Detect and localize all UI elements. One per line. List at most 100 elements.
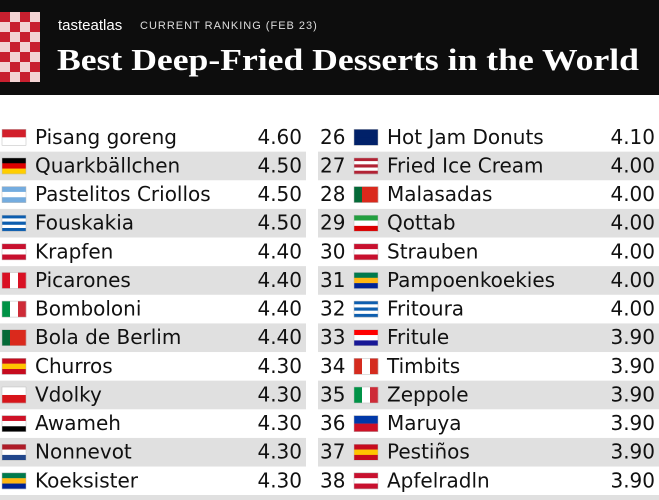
flag-stripe	[2, 243, 26, 250]
flag-border	[353, 300, 379, 318]
flag-stripe	[354, 129, 378, 138]
dessert-name: Timbits	[386, 354, 460, 378]
flag-stripe	[2, 369, 26, 375]
flag-stripe	[10, 272, 19, 289]
flag-stripe	[354, 478, 378, 484]
flag-stripe	[2, 426, 26, 432]
flag-stripe	[18, 329, 27, 346]
checker-cell	[0, 32, 10, 42]
flag-stripe	[354, 277, 378, 284]
flag-stripe	[2, 444, 26, 450]
score: 3.90	[610, 382, 655, 406]
checker-cell	[20, 32, 30, 42]
flag-border	[1, 186, 27, 203]
flag-border	[353, 157, 379, 175]
score: 3.90	[610, 354, 655, 378]
row-band	[0, 266, 306, 295]
row-band	[0, 323, 306, 353]
flag-stripe	[354, 423, 378, 432]
flag-stripe	[354, 164, 378, 168]
checker-cell	[0, 12, 10, 22]
flag-stripe	[2, 224, 26, 229]
checker-cell	[30, 52, 40, 62]
score: 4.40	[257, 325, 302, 349]
rank: 29	[320, 211, 345, 235]
subtitle: CURRENT RANKING (FEB 23)	[140, 20, 318, 32]
flag-stripe	[10, 301, 19, 318]
score: 4.50	[257, 182, 302, 206]
dessert-name: Malasadas	[387, 182, 492, 206]
dessert-name: Fouskakia	[35, 211, 134, 235]
checker-cell	[30, 12, 40, 22]
flag-stripe	[2, 386, 26, 396]
flag-stripe	[354, 313, 378, 318]
score: 4.00	[610, 153, 655, 177]
flag-stripe	[2, 254, 26, 261]
flag-stripe	[354, 301, 378, 305]
checker-cell	[0, 62, 10, 72]
checker-cell	[20, 52, 30, 62]
dessert-name: Churros	[35, 354, 113, 378]
row-band	[0, 437, 306, 467]
score: 4.00	[610, 268, 655, 292]
score: 4.00	[610, 297, 655, 321]
flag-stripe	[354, 454, 378, 461]
checker-cell	[30, 72, 40, 82]
flag-stripe	[2, 478, 26, 484]
checker-cell	[20, 12, 30, 22]
flag-border	[1, 443, 27, 461]
brand: tasteatlas	[58, 17, 122, 34]
flag-border	[1, 358, 27, 375]
rank: 32	[320, 297, 345, 321]
title: Best Deep-Fried Desserts in the World	[57, 42, 639, 77]
flag-border	[353, 443, 379, 461]
flag-stripe	[2, 358, 26, 364]
checker-cell	[0, 72, 10, 82]
flag-border	[353, 472, 379, 490]
flag-stripe	[2, 415, 26, 422]
checker-cell	[10, 22, 20, 32]
flag-stripe	[354, 415, 378, 424]
dessert-name: Pampoenkoekies	[387, 268, 555, 292]
checker-cell	[10, 72, 20, 82]
flag-stripe	[354, 254, 378, 261]
flag-stripe	[2, 215, 26, 219]
flag-border	[353, 386, 379, 404]
flag-border	[353, 214, 379, 232]
checker-cell	[10, 42, 20, 52]
flag-stripe	[2, 191, 26, 198]
dessert-name: Zeppole	[387, 382, 469, 406]
flag-border	[353, 329, 379, 346]
flag-stripe	[2, 129, 26, 138]
flag-stripe	[354, 170, 378, 175]
flag-stripe	[2, 197, 26, 203]
flag-stripe	[2, 249, 26, 255]
flag-stripe	[2, 394, 26, 404]
flag-stripe	[354, 444, 378, 450]
flag-stripe	[354, 186, 363, 203]
rank: 38	[320, 468, 345, 492]
checker-cell	[30, 32, 40, 42]
dessert-name: Quarkbällchen	[35, 153, 180, 177]
flag-border	[353, 186, 379, 203]
flag-stripe	[2, 454, 26, 461]
rank: 34	[320, 354, 345, 378]
rank: 30	[320, 239, 345, 263]
flag-border	[1, 157, 27, 175]
score: 4.30	[257, 468, 302, 492]
checker-cell	[20, 22, 30, 32]
flag-stripe	[354, 307, 378, 311]
dessert-name: Qottab	[387, 211, 456, 235]
checker-cell	[0, 42, 10, 52]
flag-border	[353, 415, 379, 432]
flag-border	[353, 358, 379, 375]
flag-stripe	[354, 220, 378, 227]
checker-cell	[30, 42, 40, 52]
flag-stripe	[2, 218, 26, 222]
flag-border	[353, 243, 379, 261]
checker-cell	[10, 32, 20, 42]
dessert-name: Bomboloni	[35, 297, 141, 321]
cut-off-row	[0, 495, 659, 500]
flag-stripe	[18, 301, 27, 318]
